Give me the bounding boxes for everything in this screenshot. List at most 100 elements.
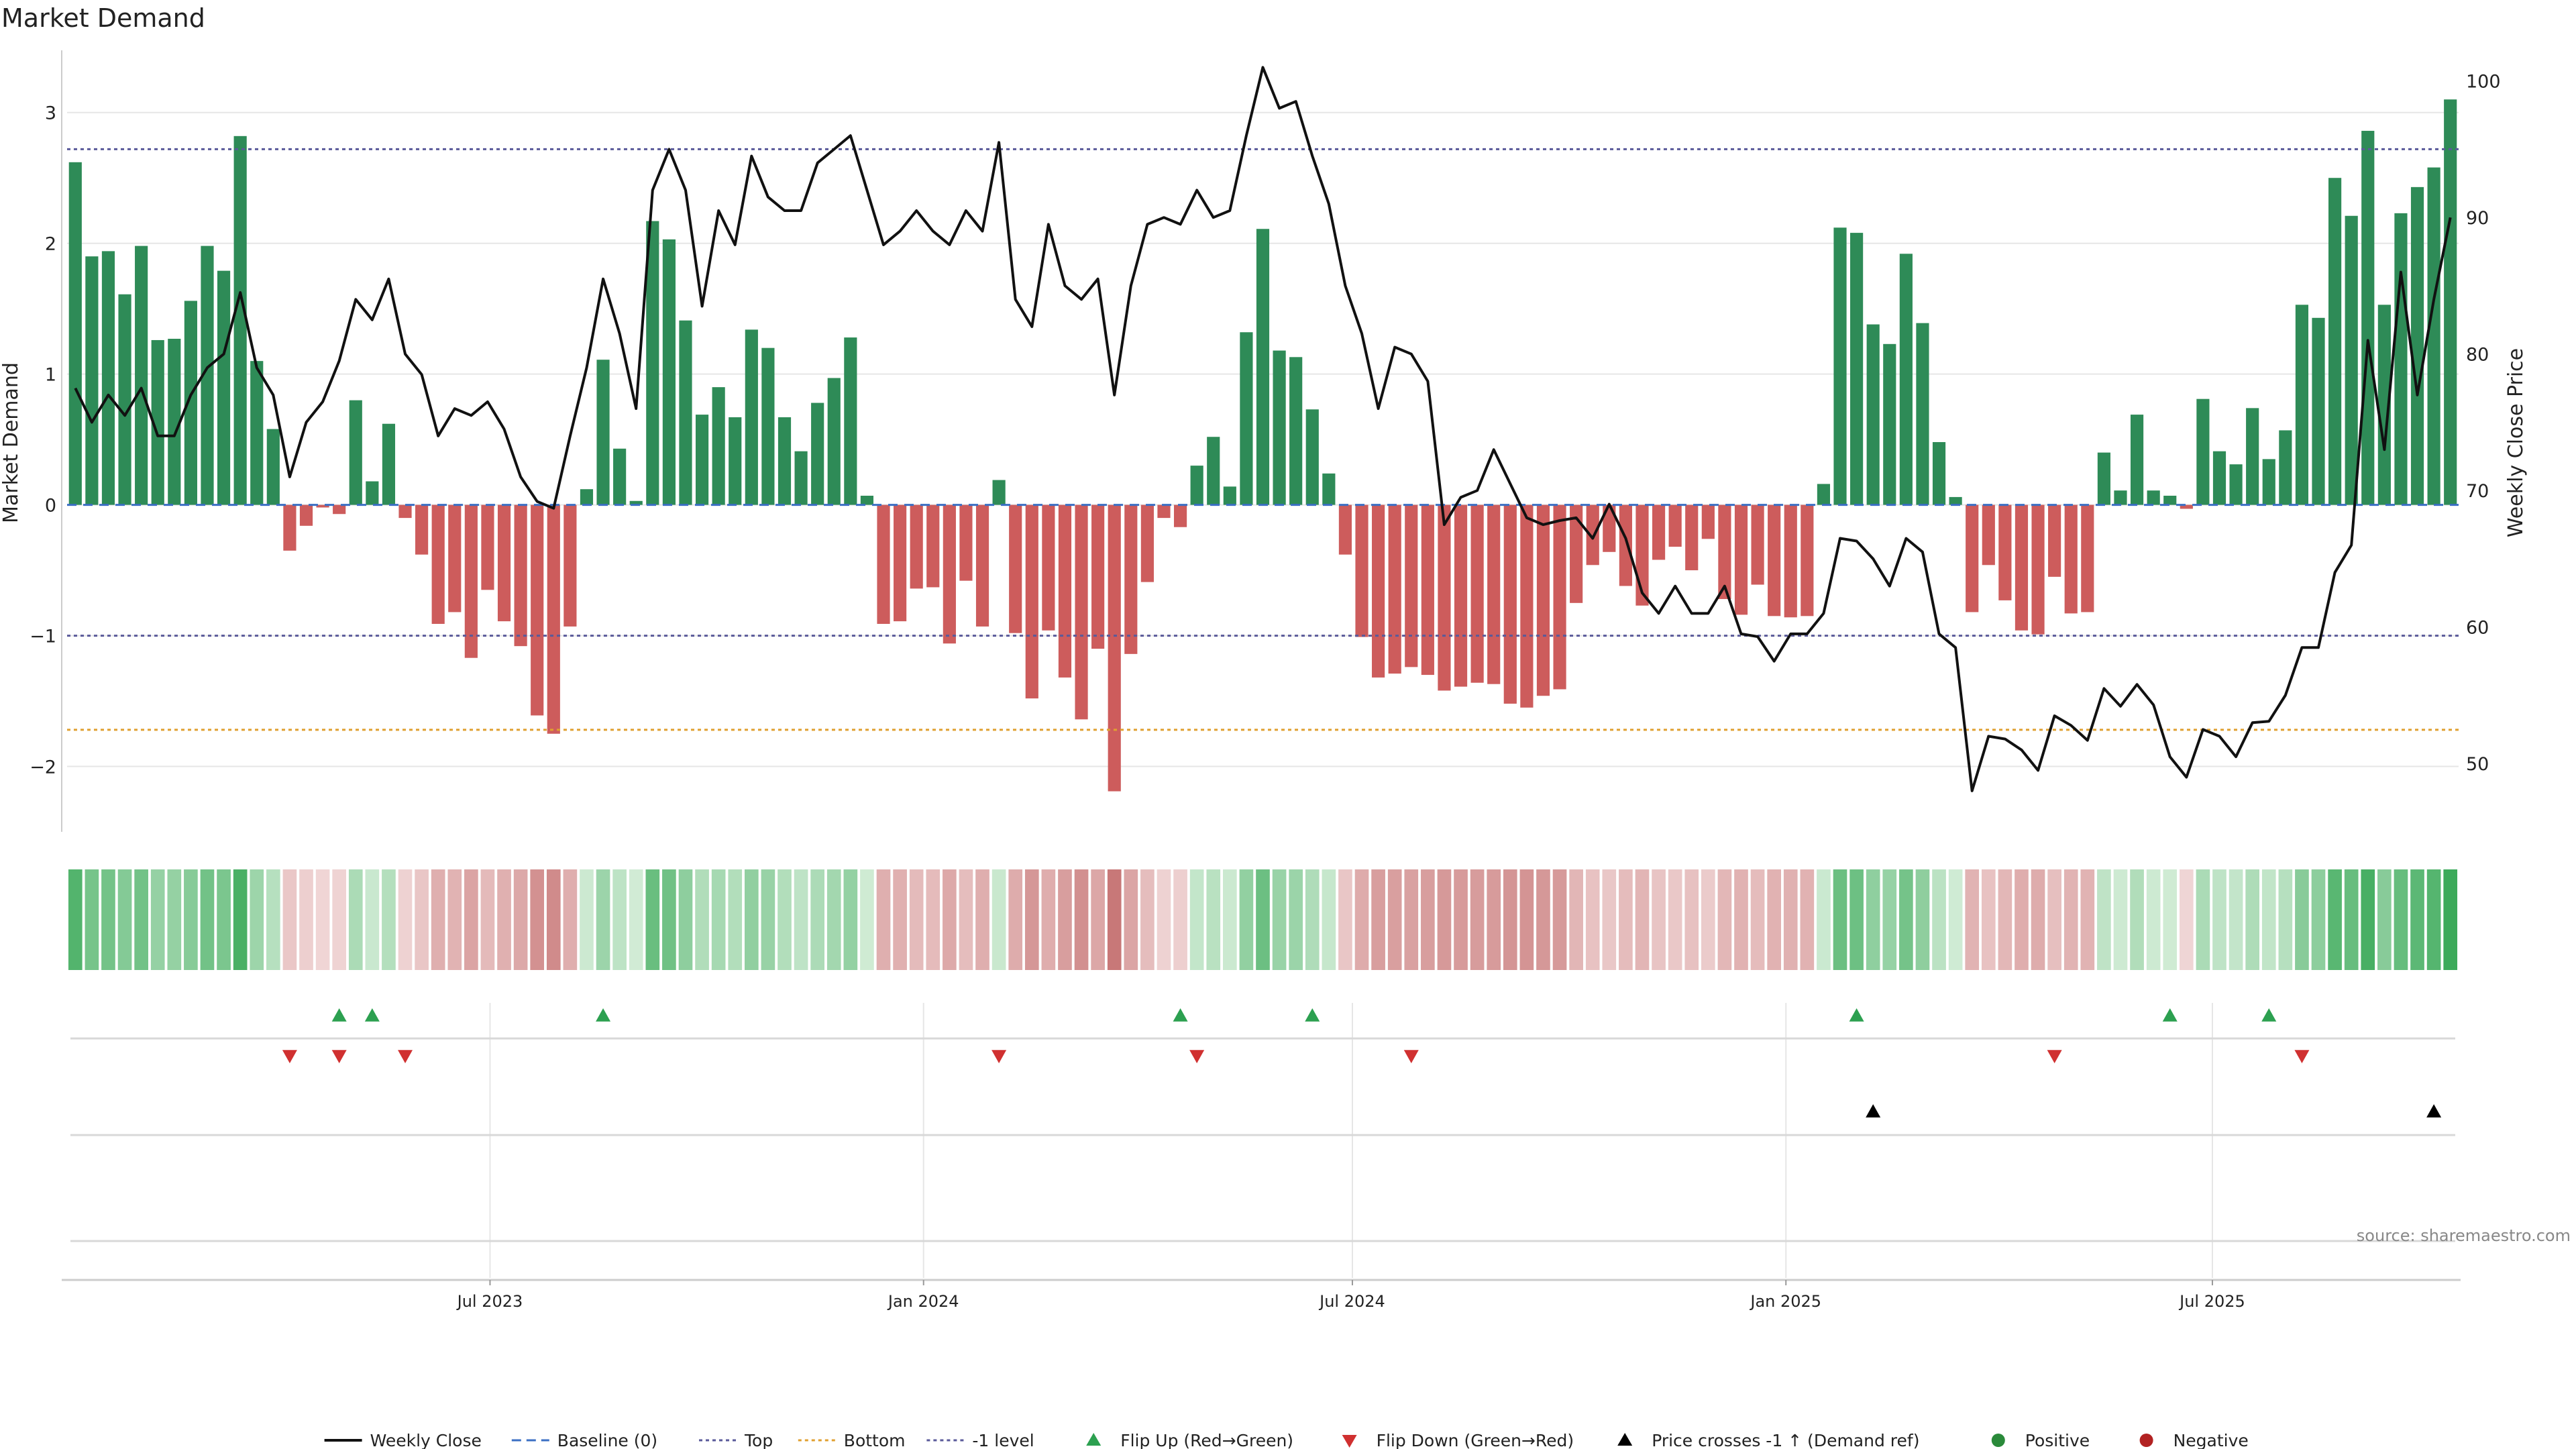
strip-cell bbox=[1107, 869, 1122, 970]
demand-bar bbox=[2328, 178, 2342, 505]
demand-bar bbox=[695, 415, 709, 505]
demand-bar bbox=[761, 347, 775, 505]
strip-cell bbox=[926, 869, 941, 970]
demand-bar bbox=[283, 504, 297, 551]
demand-bar bbox=[118, 294, 131, 505]
strip-cell bbox=[2361, 869, 2375, 970]
demand-bar bbox=[2114, 490, 2127, 505]
demand-bar bbox=[1305, 409, 1319, 505]
demand-bar bbox=[975, 504, 989, 627]
demand-bar bbox=[547, 504, 560, 734]
strip-cell bbox=[282, 869, 297, 970]
strip-cell bbox=[1256, 869, 1270, 970]
demand-bar bbox=[1421, 504, 1434, 676]
demand-bar bbox=[1536, 504, 1550, 696]
demand-bar bbox=[2097, 452, 2110, 505]
flip-up-marker bbox=[1849, 1008, 1864, 1022]
demand-bar bbox=[1372, 504, 1385, 678]
strip-cell bbox=[1008, 869, 1023, 970]
weekly-close-line bbox=[74, 66, 2452, 792]
demand-bar bbox=[448, 504, 462, 612]
legend-label: Flip Up (Red→Green) bbox=[1120, 1431, 1293, 1449]
y-left-tick-label: −2 bbox=[30, 757, 56, 778]
demand-bar bbox=[2015, 504, 2029, 631]
legend-label: Top bbox=[744, 1431, 773, 1449]
demand-bar bbox=[1768, 504, 1781, 616]
strip-cell bbox=[150, 869, 165, 970]
strip-cell bbox=[1668, 869, 1682, 970]
strip-cell bbox=[662, 869, 676, 970]
strip-cell bbox=[332, 869, 346, 970]
strip-cell bbox=[1767, 869, 1781, 970]
strip-cell bbox=[2328, 869, 2342, 970]
demand-bar bbox=[1553, 504, 1566, 690]
legend-label: Weekly Close bbox=[370, 1431, 482, 1449]
strip-cell bbox=[1470, 869, 1485, 970]
strip-cell bbox=[761, 869, 775, 970]
strip-cell bbox=[893, 869, 907, 970]
demand-bar bbox=[233, 136, 247, 505]
strip-cell bbox=[2261, 869, 2276, 970]
demand-bar bbox=[1734, 504, 1748, 615]
x-tick-label: Jan 2025 bbox=[1749, 1292, 1821, 1311]
strip-cell bbox=[1849, 869, 1864, 970]
strip-cell bbox=[480, 869, 495, 970]
demand-bar bbox=[1586, 504, 1599, 566]
strip-cell bbox=[1866, 869, 1880, 970]
y-right-tick-label: 100 bbox=[2466, 72, 2501, 93]
demand-bar bbox=[497, 504, 511, 622]
strip-cell bbox=[415, 869, 429, 970]
flip-up-marker bbox=[331, 1008, 347, 1022]
strip-cell bbox=[1387, 869, 1402, 970]
strip-cell bbox=[217, 869, 231, 970]
strip-cell bbox=[1932, 869, 1946, 970]
demand-bar bbox=[1718, 504, 1731, 599]
strip-cell bbox=[315, 869, 330, 970]
demand-bar bbox=[1916, 323, 1929, 505]
x-tick-label: Jul 2023 bbox=[456, 1292, 523, 1311]
demand-bar bbox=[1157, 504, 1171, 519]
demand-bar bbox=[1025, 504, 1038, 699]
strip-cell bbox=[1091, 869, 1105, 970]
strip-cell bbox=[2410, 869, 2424, 970]
flip-down-marker bbox=[1403, 1050, 1419, 1063]
demand-bar bbox=[564, 504, 577, 627]
demand-bar bbox=[1520, 504, 1534, 708]
demand-bar bbox=[1487, 504, 1501, 684]
demand-bar bbox=[1966, 504, 1979, 612]
strip-cell bbox=[2031, 869, 2045, 970]
strip-cell bbox=[1421, 869, 1435, 970]
demand-bar bbox=[662, 239, 676, 505]
strip-cell bbox=[1536, 869, 1550, 970]
strip-cell bbox=[382, 869, 396, 970]
demand-bar bbox=[1140, 504, 1154, 582]
strip-cell bbox=[117, 869, 132, 970]
strip-cell bbox=[2063, 869, 2078, 970]
strip-cell bbox=[1965, 869, 1980, 970]
strip-cell bbox=[101, 869, 115, 970]
demand-bar bbox=[1108, 504, 1121, 792]
demand-bar bbox=[910, 504, 923, 589]
strip-cell bbox=[497, 869, 511, 970]
demand-bar bbox=[2410, 186, 2424, 505]
strip-cell bbox=[1223, 869, 1237, 970]
demand-bar bbox=[1503, 504, 1517, 704]
demand-bar bbox=[877, 504, 890, 625]
demand-bar bbox=[2345, 215, 2358, 505]
strip-cell bbox=[2163, 869, 2178, 970]
demand-bar bbox=[613, 448, 627, 505]
strip-cell bbox=[250, 869, 264, 970]
source-note: source: sharemaestro.com bbox=[2357, 1226, 2571, 1245]
strip-cell bbox=[1074, 869, 1089, 970]
strip-cell bbox=[580, 869, 594, 970]
demand-bar bbox=[2427, 167, 2440, 505]
strip-cell bbox=[1899, 869, 1913, 970]
demand-bar bbox=[1058, 504, 1072, 678]
strip-cell bbox=[728, 869, 743, 970]
demand-bar bbox=[2147, 490, 2160, 505]
demand-bar bbox=[168, 339, 181, 505]
flip-down-marker bbox=[398, 1050, 413, 1063]
demand-bar bbox=[349, 400, 362, 505]
strip-cell bbox=[1602, 869, 1617, 970]
flip-up-marker bbox=[364, 1008, 380, 1022]
